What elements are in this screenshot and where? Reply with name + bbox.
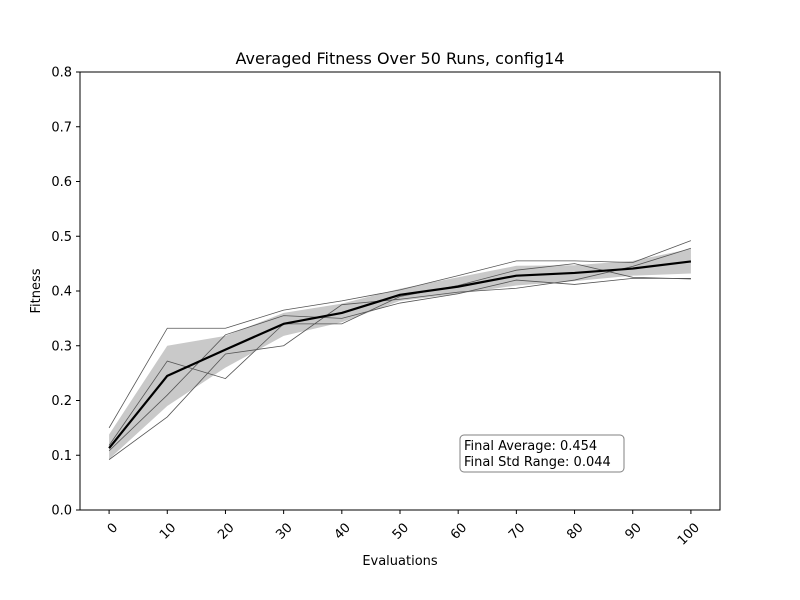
- run-line-2: [108, 247, 692, 460]
- y-tick-label: 0.7: [51, 120, 72, 135]
- y-tick-label: 0.6: [51, 175, 72, 190]
- std-band-layer: [109, 248, 691, 460]
- x-tick-label: 50: [390, 520, 412, 542]
- std-band: [109, 248, 691, 460]
- final-average-text: Final Average: 0.454: [464, 439, 597, 454]
- y-tick-label: 0.3: [51, 339, 72, 354]
- y-axis-label: Fitness: [29, 268, 44, 313]
- mean-line-layer: [108, 260, 692, 449]
- y-tick-label: 0.2: [51, 394, 72, 409]
- run-line-4: [108, 278, 691, 452]
- mean-line: [108, 260, 692, 449]
- run-line-3: [108, 263, 691, 446]
- x-tick-label: 80: [564, 520, 586, 542]
- x-tick-label: 0: [105, 520, 121, 536]
- y-tick-label: 0.0: [51, 504, 72, 519]
- individual-runs-layer: [108, 240, 692, 460]
- y-tick-label: 0.1: [51, 449, 72, 464]
- chart-title: Averaged Fitness Over 50 Runs, config14: [236, 49, 565, 68]
- x-tick-label: 40: [332, 520, 354, 542]
- x-tick-label: 10: [157, 520, 179, 542]
- x-tick-label: 100: [675, 520, 703, 548]
- x-tick-label: 90: [622, 520, 644, 542]
- final-std-range-text: Final Std Range: 0.044: [464, 455, 611, 470]
- y-tick-label: 0.5: [51, 230, 72, 245]
- y-tick-label: 0.4: [51, 285, 72, 300]
- x-tick-label: 70: [506, 520, 528, 542]
- final-stats-annotation: Final Average: 0.454 Final Std Range: 0.…: [459, 434, 625, 473]
- annotation-box: [459, 434, 625, 473]
- x-tick-label: 60: [448, 520, 470, 542]
- x-tick-label: 20: [215, 520, 237, 542]
- y-tick-label: 0.8: [51, 66, 72, 81]
- y-axis: 0.0 0.1 0.2 0.3 0.4 0.5 0.6 0.7 0.8: [51, 66, 80, 519]
- x-axis-label: Evaluations: [362, 554, 438, 569]
- x-axis: 0 10 20 30 40 50 60 70 80 90 100: [105, 510, 703, 549]
- x-tick-label: 30: [273, 520, 295, 542]
- run-line-1: [108, 240, 692, 429]
